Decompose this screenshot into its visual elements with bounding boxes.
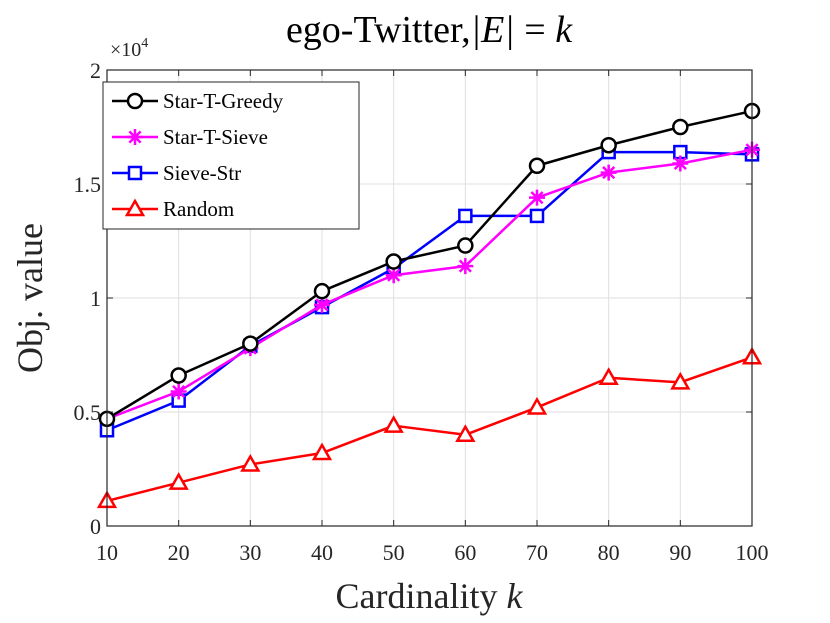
legend: Star-T-Greedy Star-T-Sieve Sieve-Str Random [102,81,360,230]
x-tick-label: 50 [383,540,405,565]
series-layer [96,102,763,509]
x-tick-label: 10 [96,540,118,565]
x-axis-label: Cardinality k [336,576,524,616]
legend-marker [127,165,143,181]
data-point [170,383,187,400]
data-point [240,453,261,472]
tick-labels: 10 20 30 40 50 60 70 80 90 100 0 0.5 1 1.5 2 [74,58,769,565]
y-tick-label: 0.5 [74,400,102,425]
data-point [600,164,617,181]
data-point [672,118,689,136]
legend-label: Star-T-Sieve [163,125,268,149]
data-point [455,424,476,443]
x-tick-label: 70 [526,540,548,565]
data-point [242,335,259,352]
series-line [106,150,753,432]
legend-entry: Star-T-Sieve [112,125,268,149]
data-point [528,157,546,175]
data-point [529,208,545,224]
data-point [526,396,548,415]
x-tick-label: 100 [736,540,769,565]
data-point [672,155,689,172]
data-point [529,189,545,206]
chart-title: ego-Twitter,|E| = k [286,9,573,51]
data-point [168,472,189,490]
y-tick-label: 0 [90,514,101,539]
series-line [106,148,753,421]
data-point [383,415,404,433]
legend-label: Sieve-Str [163,161,241,185]
x-tick-label: 60 [454,540,476,565]
legend-entry: Star-T-Greedy [112,89,284,113]
series-line [106,109,753,420]
legend-marker [124,198,146,217]
data-point [457,237,474,254]
data-point [457,258,474,275]
data-point [458,208,473,224]
data-point [598,367,619,386]
y-multiplier: ×104 [110,36,148,61]
legend-marker [126,92,144,110]
x-tick-label: 20 [168,540,190,565]
legend-box [102,81,360,230]
data-point [600,136,617,154]
data-point [385,253,402,270]
ticks [106,69,753,527]
data-point [170,367,187,384]
y-tick-label: 1 [90,286,101,311]
x-tick-label: 40 [311,540,333,565]
x-tick-label: 30 [239,540,261,565]
data-point [670,371,691,390]
data-point [311,442,333,461]
legend-entry: Random [112,197,234,221]
series-random [96,346,763,509]
data-point [313,282,331,300]
series-star-t-greedy [98,102,761,428]
data-point [314,296,330,313]
legend-marker [127,129,143,145]
x-tick-label: 80 [598,540,620,565]
legend-label: Random [163,197,234,221]
y-tick-label: 1.5 [74,172,102,197]
y-tick-label: 2 [90,58,101,83]
series-line [106,356,753,503]
y-axis-label: Obj. value [10,223,50,373]
x-tick-label: 90 [669,540,691,565]
legend-label: Star-T-Greedy [163,89,284,113]
data-point [385,267,402,284]
legend-entry: Sieve-Str [112,161,241,185]
